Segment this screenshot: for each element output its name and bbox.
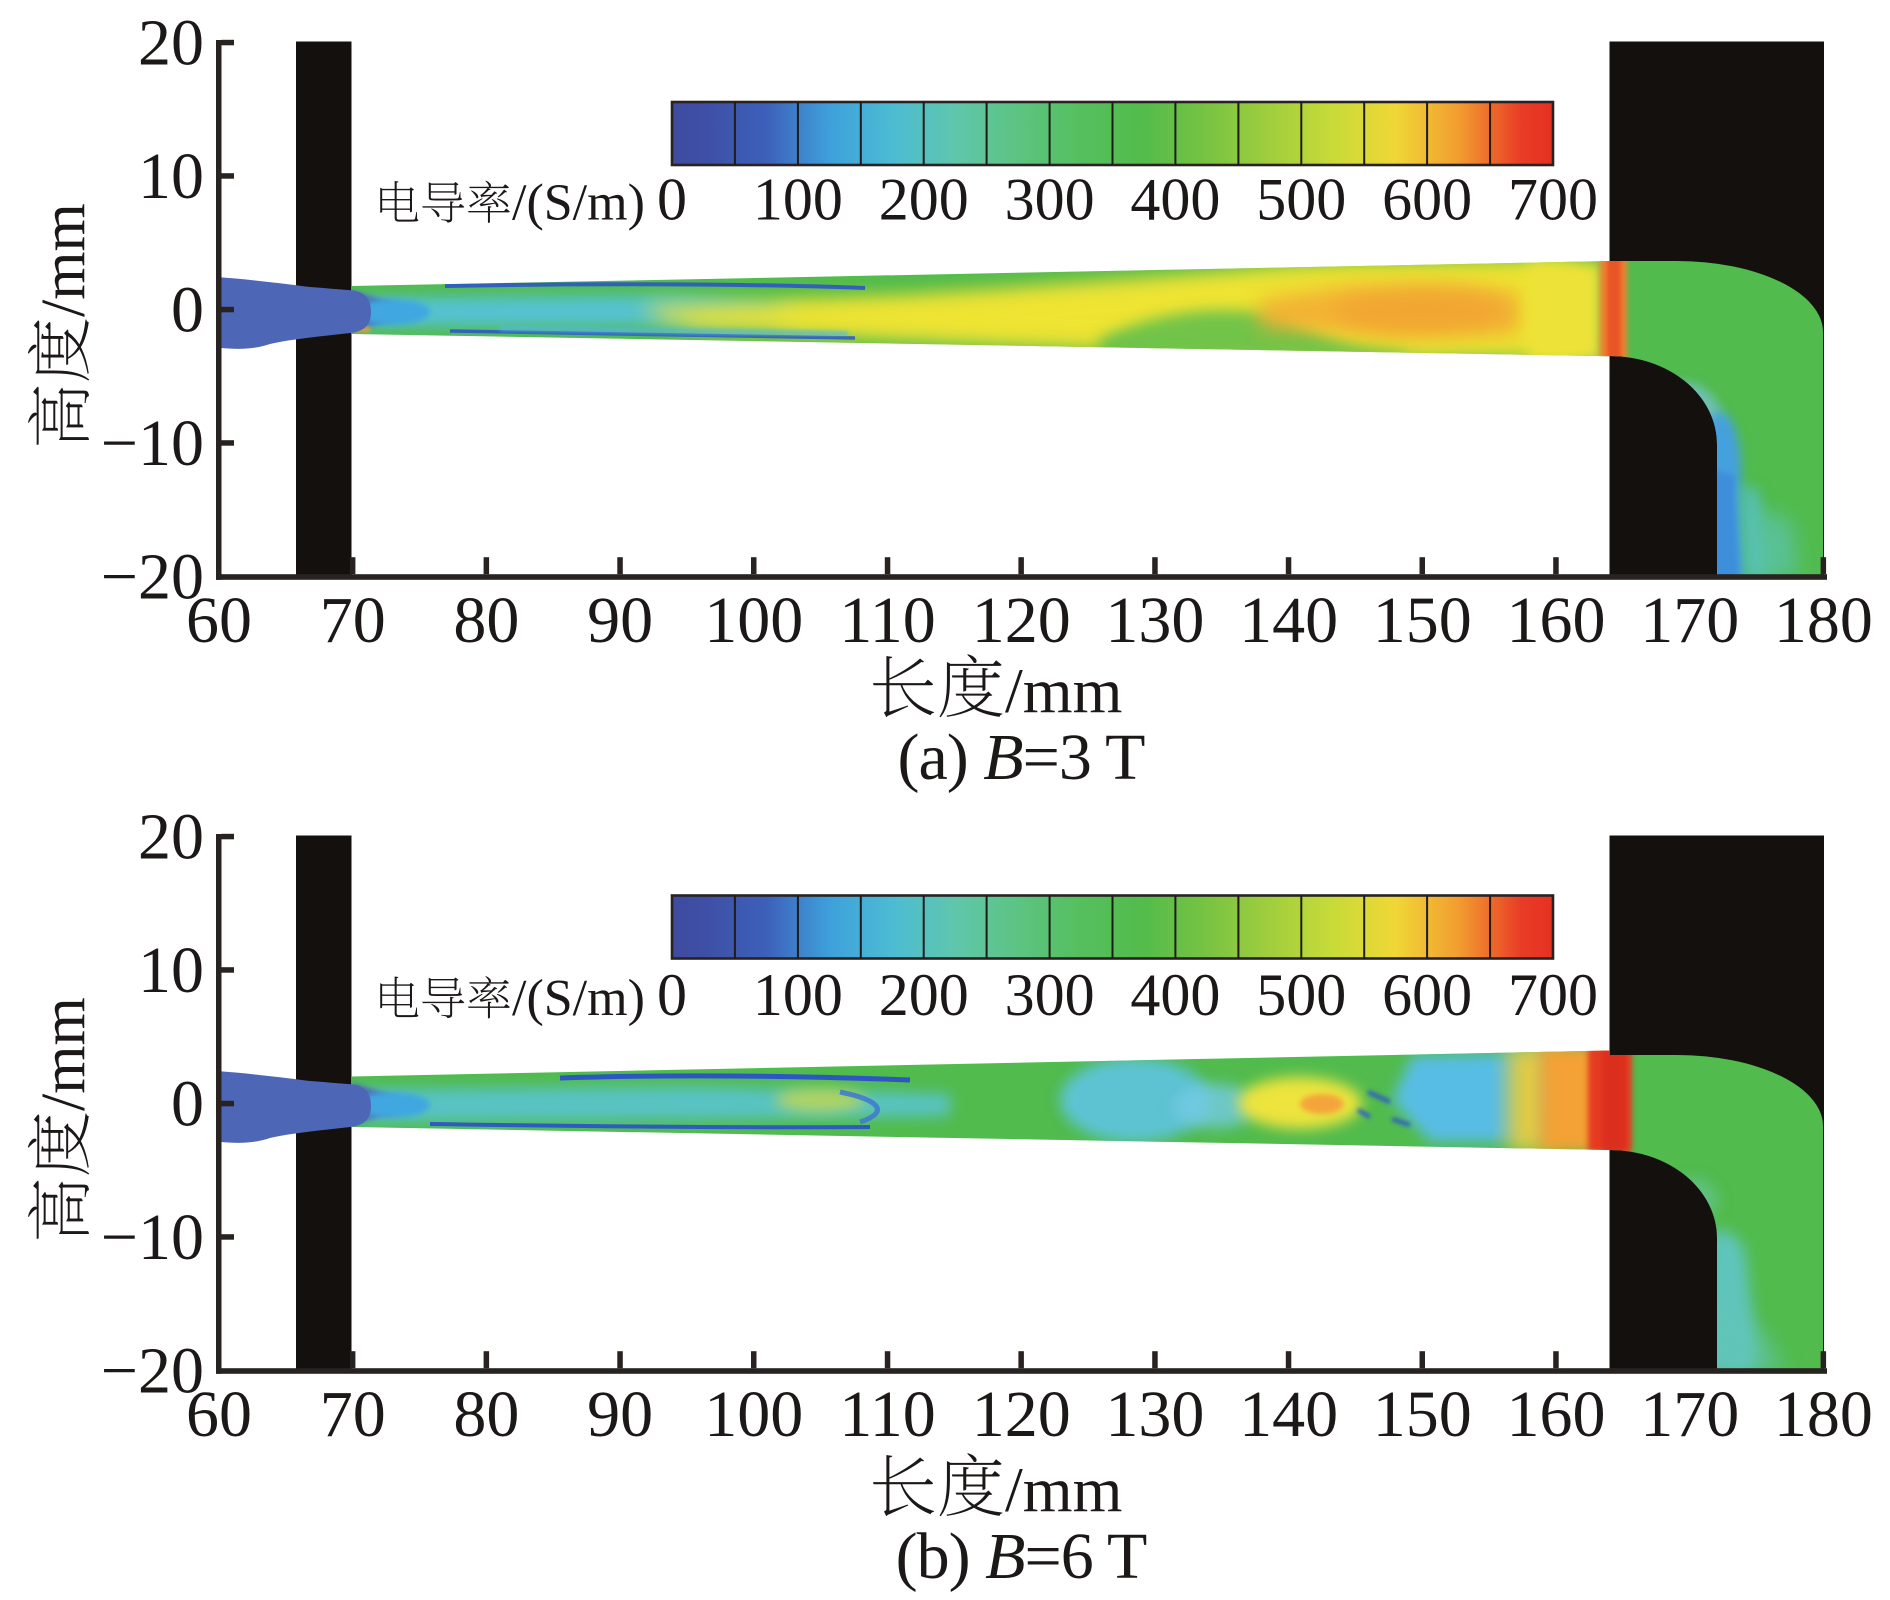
svg-text:500: 500 [1256,167,1346,233]
svg-text:160: 160 [1507,1378,1606,1451]
svg-text:80: 80 [453,1378,519,1451]
svg-text:70: 70 [320,1378,386,1451]
svg-text:120: 120 [972,1378,1071,1451]
svg-text:0: 0 [171,1068,204,1141]
svg-text:100: 100 [704,1378,803,1451]
svg-text:400: 400 [1130,167,1220,233]
svg-text:/mm: /mm [1005,655,1122,726]
svg-text:0: 0 [171,274,204,347]
svg-text:600: 600 [1382,167,1472,233]
svg-text:10: 10 [138,140,204,213]
svg-text:150: 150 [1373,584,1472,657]
svg-text:60: 60 [186,1378,252,1451]
svg-text:−20: −20 [101,541,204,614]
svg-text:/mm: /mm [30,203,98,317]
svg-text:80: 80 [453,584,519,657]
svg-text:0: 0 [657,167,687,233]
svg-text:170: 170 [1640,584,1739,657]
svg-text:20: 20 [138,801,204,874]
svg-text:−10: −10 [101,407,204,480]
svg-text:−10: −10 [101,1201,204,1274]
svg-text:700: 700 [1508,962,1598,1028]
svg-text:120: 120 [972,584,1071,657]
svg-text:160: 160 [1507,584,1606,657]
svg-text:130: 130 [1105,584,1204,657]
svg-text:200: 200 [879,167,969,233]
svg-text:700: 700 [1508,167,1598,233]
svg-text:70: 70 [320,584,386,657]
svg-text:/mm: /mm [1005,1454,1122,1525]
svg-text:100: 100 [753,962,843,1028]
svg-text:/(S/m): /(S/m) [512,970,645,1027]
svg-text:110: 110 [839,584,936,657]
svg-text:20: 20 [138,7,204,80]
svg-text:150: 150 [1373,1378,1472,1451]
svg-text:200: 200 [879,962,969,1028]
svg-text:140: 140 [1239,584,1338,657]
svg-text:100: 100 [753,167,843,233]
svg-text:110: 110 [839,1378,936,1451]
svg-text:/(S/m): /(S/m) [512,175,645,232]
svg-text:(a) B=3 T: (a) B=3 T [898,721,1146,794]
svg-text:−20: −20 [101,1335,204,1408]
svg-text:400: 400 [1130,962,1220,1028]
svg-text:90: 90 [587,1378,653,1451]
svg-text:600: 600 [1382,962,1472,1028]
svg-text:180: 180 [1774,584,1873,657]
svg-text:60: 60 [186,584,252,657]
svg-text:130: 130 [1105,1378,1204,1451]
svg-text:100: 100 [704,584,803,657]
svg-text:90: 90 [587,584,653,657]
svg-text:500: 500 [1256,962,1346,1028]
svg-text:/mm: /mm [30,997,98,1111]
svg-text:180: 180 [1774,1378,1873,1451]
svg-text:170: 170 [1640,1378,1739,1451]
svg-text:300: 300 [1005,167,1095,233]
svg-text:(b) B=6 T: (b) B=6 T [896,1520,1147,1593]
svg-text:0: 0 [657,962,687,1028]
svg-text:140: 140 [1239,1378,1338,1451]
svg-text:300: 300 [1005,962,1095,1028]
svg-text:10: 10 [138,934,204,1007]
